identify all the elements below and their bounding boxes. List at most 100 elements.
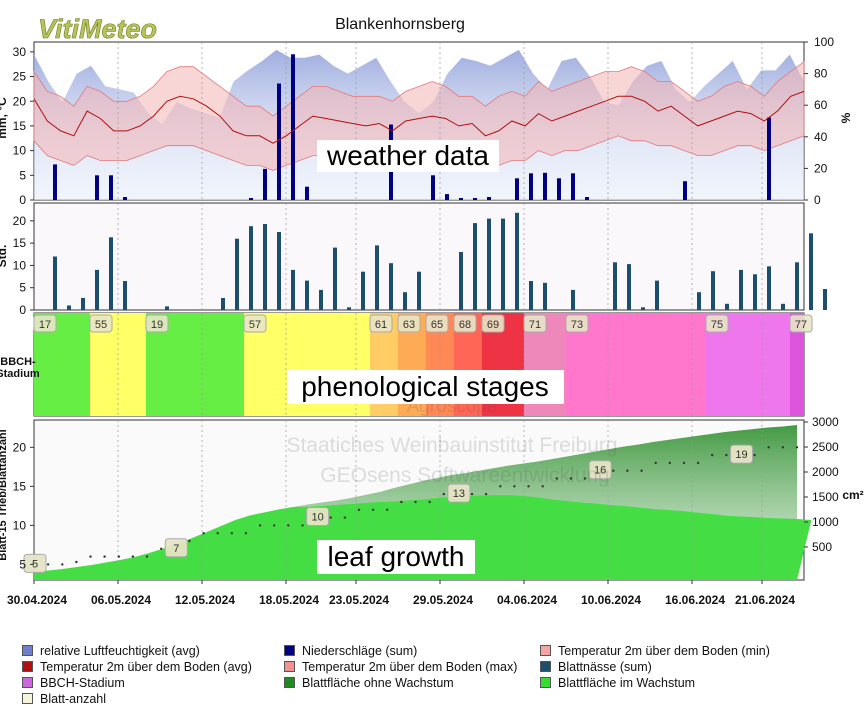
legend-swatch <box>284 661 295 673</box>
stage-band <box>790 313 804 416</box>
legend-label: BBCH-Stadium <box>40 676 125 690</box>
leaf-count-label: 16 <box>594 465 606 477</box>
wetness-bar <box>347 307 351 310</box>
x-tick-label: 21.06.2024 <box>735 593 795 607</box>
wetness-bar <box>123 281 127 310</box>
wetness-bar <box>753 274 757 310</box>
wetness-bar <box>53 256 57 310</box>
wetness-bar <box>515 212 519 310</box>
y-tick-label: 25 <box>13 70 27 84</box>
stage-code-label: 65 <box>431 319 443 331</box>
leaf-count-point <box>513 485 516 488</box>
stage-label-box <box>425 314 449 333</box>
leaf-count-point <box>499 485 502 488</box>
legend-item: Niederschläge (sum) <box>284 643 417 659</box>
leaf-count-point <box>682 461 686 465</box>
legend-label: Temperatur 2m über dem Boden (min) <box>558 644 770 658</box>
legend-swatch <box>540 645 551 657</box>
leaf-count-point <box>230 532 233 535</box>
wetness-bar <box>473 223 477 310</box>
rain-bar <box>515 178 519 200</box>
wetness-bar <box>375 245 379 310</box>
leaf-count-label: 10 <box>311 512 323 524</box>
leaf-count-label: 13 <box>453 488 465 500</box>
legend-swatch <box>284 645 295 657</box>
stage-label-box <box>453 314 477 333</box>
y2-axis-label: % <box>839 112 853 123</box>
stage-label-box <box>33 314 57 333</box>
logo: VitiMeteo <box>38 14 157 44</box>
x-tick-label: 04.06.2024 <box>497 593 557 607</box>
y2-axis-label: cm² <box>842 488 863 502</box>
wetness-bar <box>291 269 295 310</box>
stage-code-label: 69 <box>487 319 499 331</box>
rain-bar <box>249 198 253 200</box>
watermark-line-3: GEOsens Softwareentwicklung <box>320 464 609 487</box>
legend-swatch <box>284 677 295 689</box>
leaf-count-point <box>795 446 799 449</box>
wetness-bar <box>571 289 575 310</box>
wetness-bar <box>403 292 407 310</box>
legend-item: Blattfläche ohne Wachstum <box>284 675 454 691</box>
wetness-bar <box>319 289 323 310</box>
wetness-bar <box>277 232 281 310</box>
leaf-count-point <box>131 555 135 558</box>
y-tick-label: 15 <box>13 119 27 133</box>
leaf-count-point <box>612 469 615 472</box>
wetness-bar <box>641 307 645 310</box>
leaf-count-point <box>145 555 149 558</box>
rain-bar <box>291 54 295 200</box>
wetness-bar <box>781 303 785 310</box>
leaf-count-point <box>386 508 389 511</box>
rain-bar <box>277 83 281 200</box>
rain-bar <box>263 168 267 200</box>
y2-tick-label: 500 <box>812 540 832 554</box>
legend-swatch <box>22 661 33 673</box>
y-axis-label: BBCH- <box>0 356 36 368</box>
leaf-count-point <box>711 453 714 457</box>
y2-tick-label: 60 <box>814 98 828 112</box>
leaf-count-label-box <box>447 483 471 503</box>
wetness-bar <box>739 269 743 310</box>
leaf-count-label: 19 <box>735 449 747 461</box>
y-axis-label-2: Stadium <box>0 368 40 380</box>
leaf-count-point <box>668 461 671 465</box>
rain-bar <box>767 117 771 200</box>
stage-code-label: 19 <box>151 319 163 331</box>
leaf-count-point <box>414 500 417 504</box>
x-tick-label: 06.05.2024 <box>91 593 151 607</box>
y-tick-label: 5 <box>19 557 26 571</box>
wetness-bar <box>333 247 337 310</box>
leaf-count-point <box>640 469 643 472</box>
stage-code-label: 75 <box>711 319 723 331</box>
wetness-bar <box>543 282 547 310</box>
leaf-plot: 5 7 10 13 16 19 5 10 15 20 500 1000 1500 2000 2500 3000… <box>0 415 864 607</box>
y-tick-label: 0 <box>19 303 26 317</box>
rain-bar <box>683 181 687 200</box>
leaf-count-point <box>61 563 64 566</box>
rain-bar <box>53 164 57 200</box>
leaf-count-label-box <box>23 553 47 573</box>
wetness-bar <box>263 224 267 310</box>
y-tick-label: 20 <box>13 440 27 454</box>
leaf-count-label: 5 <box>32 558 38 570</box>
y2-tick-label: 2500 <box>812 440 839 454</box>
leaf-count-point <box>428 500 431 504</box>
rain-bar <box>445 194 449 200</box>
temperature-avg-line <box>33 90 805 144</box>
leaf-count-point <box>470 492 474 496</box>
weather-annotation: weather data <box>326 140 489 171</box>
watermark-line-2: Staatiches Weinbauinstitut Freiburg <box>286 434 617 457</box>
stage-label-box <box>565 314 589 333</box>
wetness-bar <box>417 271 421 310</box>
y2-tick-label: 2000 <box>812 465 839 479</box>
wetness-bar <box>81 298 85 310</box>
stage-band <box>566 313 706 416</box>
wetness-bar <box>249 226 253 310</box>
y-tick-label: 15 <box>13 479 27 493</box>
leaf-count-point <box>541 485 544 488</box>
station-title: Blankenhornsberg <box>335 16 465 33</box>
leaf-count-point <box>75 560 78 564</box>
wetness-bar <box>725 303 729 310</box>
legend-swatch <box>540 661 551 673</box>
